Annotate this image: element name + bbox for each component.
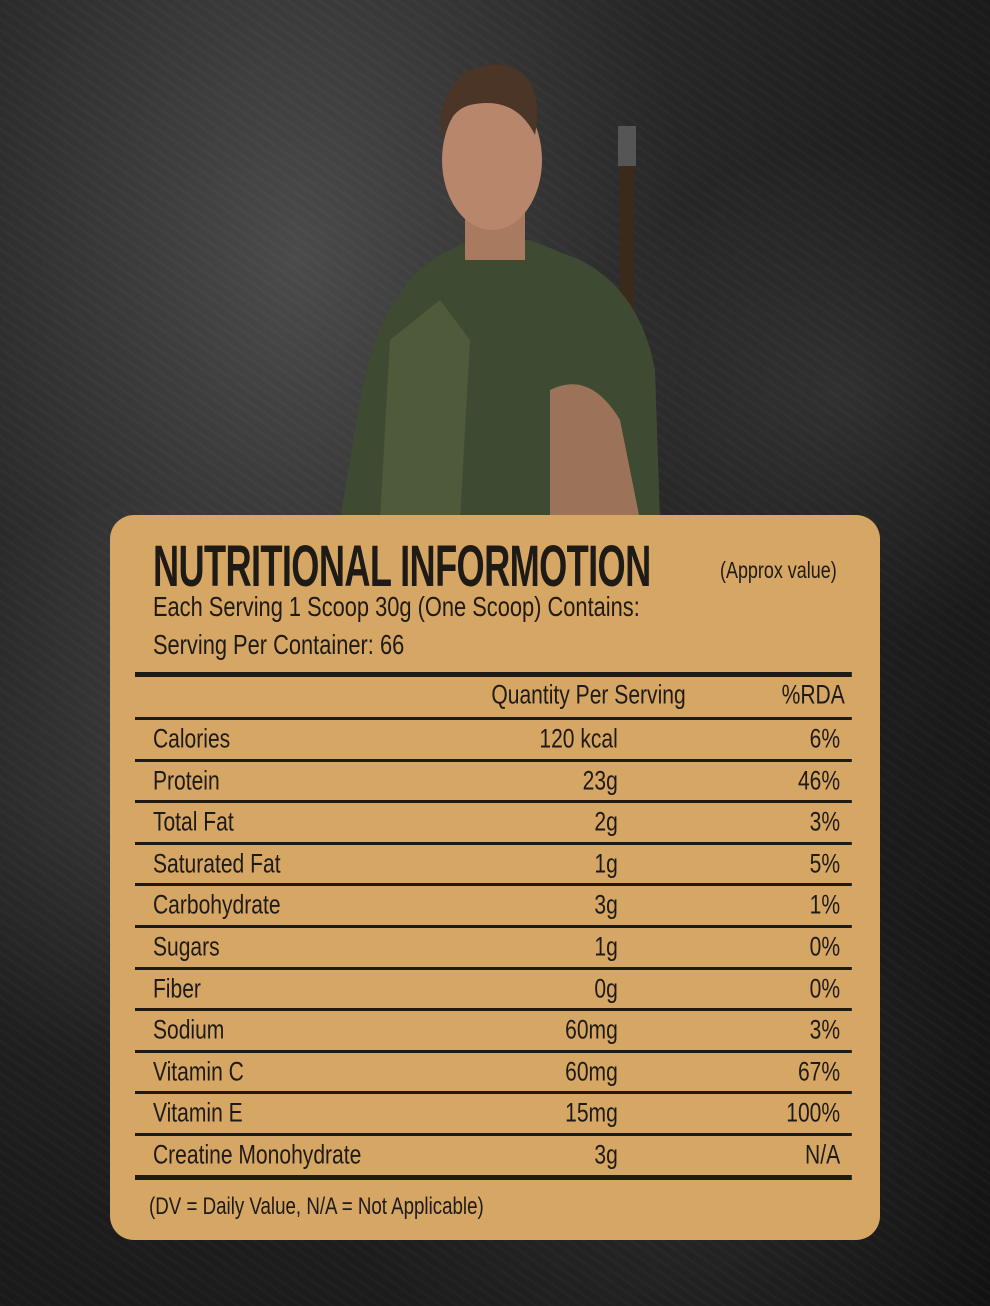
rda-value: 100%	[786, 1097, 841, 1128]
rda-value: 3%	[809, 1014, 841, 1045]
divider	[135, 672, 852, 677]
serving-size: Each Serving 1 Scoop 30g (One Scoop) Con…	[152, 591, 640, 622]
rda-value: 46%	[797, 765, 841, 796]
quantity-value: 15mg	[565, 1097, 618, 1128]
table-header: Quantity Per Serving %RDA	[135, 675, 852, 715]
quantity-value: 60mg	[565, 1056, 618, 1087]
quantity-value: 2g	[594, 806, 618, 837]
rda-value: 0%	[809, 931, 841, 962]
rda-value: 6%	[809, 723, 841, 754]
rda-value: 67%	[797, 1056, 841, 1087]
column-header-quantity: Quantity Per Serving	[491, 679, 686, 710]
table-row: Saturated Fat 1g 5%	[135, 844, 852, 884]
nutrient-name: Vitamin E	[152, 1097, 243, 1128]
nutrient-name: Sodium	[152, 1014, 225, 1045]
row-divider	[135, 1091, 852, 1095]
quantity-value: 0g	[594, 973, 618, 1004]
rda-value: 3%	[809, 806, 841, 837]
nutrient-name: Carbohydrate	[152, 889, 281, 920]
nutrient-name: Protein	[152, 765, 220, 796]
row-divider	[135, 717, 852, 720]
table-row: Protein 23g 46%	[135, 761, 852, 801]
row-divider	[135, 1008, 852, 1012]
quantity-value: 3g	[594, 889, 618, 920]
quantity-value: 3g	[594, 1139, 618, 1170]
row-divider	[135, 1133, 852, 1136]
row-divider	[135, 883, 852, 887]
rda-value: 5%	[809, 848, 841, 879]
quantity-value: 23g	[582, 765, 618, 796]
rda-value: 0%	[809, 973, 841, 1004]
table-row: Carbohydrate 3g 1%	[135, 885, 852, 925]
row-divider	[135, 966, 852, 970]
table-row: Calories 120 kcal 6%	[135, 719, 852, 759]
title-note: (Approx value)	[720, 557, 837, 583]
soldier-illustration	[340, 64, 660, 520]
table-row: Vitamin E 15mg 100%	[135, 1093, 852, 1133]
quantity-value: 1g	[594, 931, 618, 962]
bottom-divider	[135, 1174, 852, 1180]
column-header-rda: %RDA	[781, 679, 845, 710]
rda-value: 1%	[809, 889, 841, 920]
table-row: Total Fat 2g 3%	[135, 802, 852, 842]
nutrient-name: Creatine Monohydrate	[152, 1139, 362, 1170]
footnote: (DV = Daily Value, N/A = Not Applicable)	[149, 1193, 484, 1220]
row-divider	[135, 925, 852, 928]
row-divider	[135, 800, 852, 804]
nutrient-name: Saturated Fat	[152, 848, 281, 879]
nutrient-name: Fiber	[152, 973, 201, 1004]
nutrient-name: Calories	[152, 723, 231, 754]
card-title: NUTRITIONAL INFORMOTION	[152, 534, 651, 599]
rda-value: N/A	[805, 1139, 841, 1170]
quantity-value: 120 kcal	[539, 723, 618, 754]
table-row: Sugars 1g 0%	[135, 927, 852, 967]
row-divider	[135, 1049, 852, 1053]
quantity-value: 1g	[594, 848, 618, 879]
table-row: Creatine Monohydrate 3g N/A	[135, 1135, 852, 1175]
quantity-value: 60mg	[565, 1014, 618, 1045]
table-row: Vitamin C 60mg 67%	[135, 1052, 852, 1092]
table-row: Sodium 60mg 3%	[135, 1010, 852, 1050]
row-divider	[135, 758, 852, 762]
nutrient-name: Total Fat	[152, 806, 234, 837]
table-row: Fiber 0g 0%	[135, 969, 852, 1009]
servings-per-container: Serving Per Container: 66	[152, 629, 405, 660]
nutrient-name: Vitamin C	[152, 1056, 244, 1087]
row-divider	[135, 841, 852, 845]
nutrient-name: Sugars	[152, 931, 220, 962]
nutrition-facts-card: NUTRITIONAL INFORMOTION (Approx value) E…	[110, 515, 880, 1240]
